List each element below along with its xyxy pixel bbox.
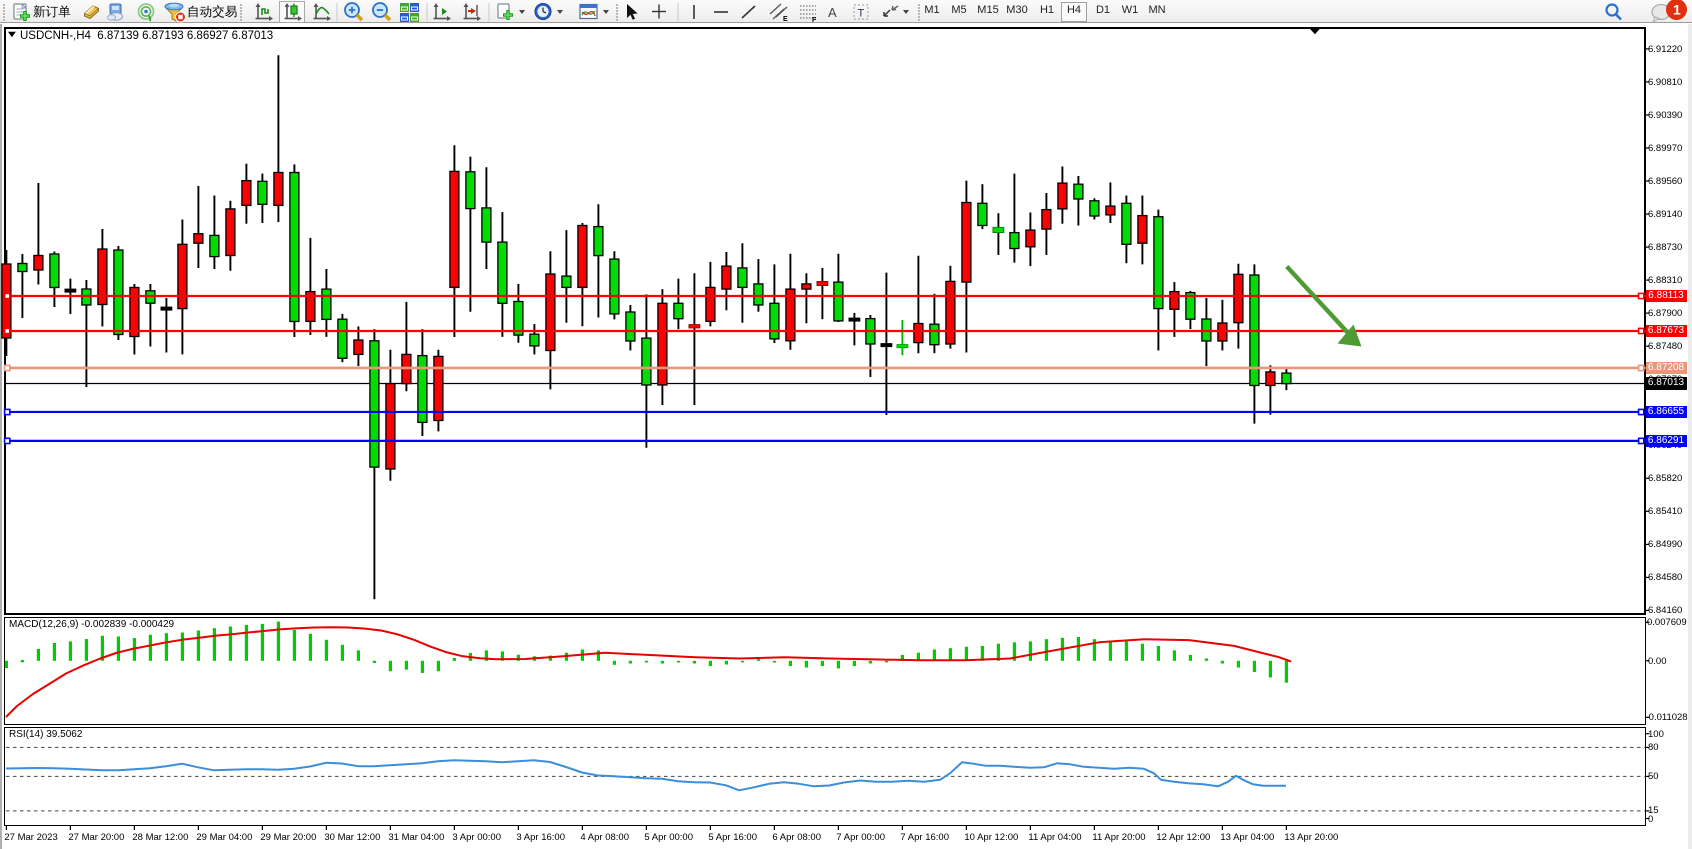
svg-text:F: F	[812, 17, 817, 24]
svg-text:1: 1	[1673, 2, 1681, 18]
svg-text:T: T	[858, 8, 865, 20]
svg-text:A: A	[828, 5, 837, 20]
svg-text:E: E	[783, 16, 788, 23]
